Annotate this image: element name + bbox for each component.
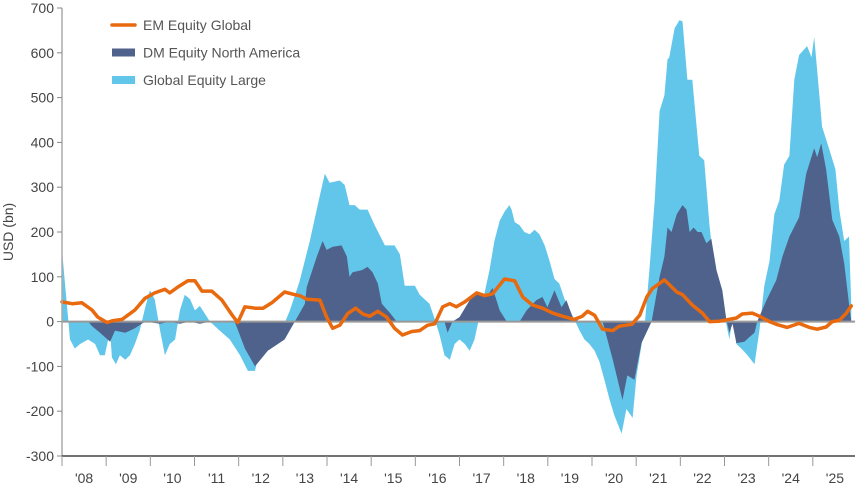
legend-swatch-dm-equity-north-america (112, 48, 135, 57)
legend-label: Global Equity Large (143, 72, 266, 88)
x-tick-label: '19 (561, 470, 579, 486)
y-tick-label: -100 (26, 358, 54, 374)
x-tick-label: '13 (296, 470, 314, 486)
legend-item: Global Equity Large (112, 72, 266, 88)
x-tick-label: '15 (384, 470, 402, 486)
legend-label: DM Equity North America (143, 45, 300, 61)
y-tick-label: -200 (26, 403, 54, 419)
y-tick-label: 300 (31, 179, 55, 195)
y-axis: 700 600 500 400 300 200 100 0 -100 -200 -300 (26, 0, 63, 464)
y-tick-label: 600 (31, 45, 55, 61)
plot-lines (60, 277, 854, 337)
y-tick-label: 400 (31, 134, 55, 150)
x-tick-label: '09 (119, 470, 137, 486)
x-tick-label: '20 (605, 470, 623, 486)
x-tick-label: '17 (472, 470, 490, 486)
legend: EM Equity Global DM Equity North America G… (110, 17, 300, 88)
x-tick-label: '08 (75, 470, 93, 486)
x-tick-label: '16 (428, 470, 446, 486)
y-tick-label: 100 (31, 269, 55, 285)
plot-areas (62, 20, 852, 434)
x-tick-label: '10 (163, 470, 181, 486)
y-tick-label: -300 (26, 448, 54, 464)
legend-swatch-global-equity-large (112, 76, 135, 84)
x-axis: '08 '09 '10 '11 '12 '13 '14 '15 '16 '17 '18 '19 '20 '… (61, 455, 855, 486)
x-tick-label: '25 (826, 470, 844, 486)
y-axis-label: USD (bn) (0, 203, 16, 261)
area-dm-equity-north-america (62, 143, 852, 401)
x-tick-label: '12 (252, 470, 270, 486)
y-tick-label: 200 (31, 224, 55, 240)
line-em-equity-global (60, 277, 854, 337)
legend-label: EM Equity Global (143, 17, 251, 33)
legend-item: EM Equity Global (110, 17, 251, 33)
x-tick-label: '18 (517, 470, 535, 486)
y-tick-label: 700 (31, 0, 55, 16)
x-tick-label: '11 (208, 470, 225, 486)
y-tick-label: 0 (46, 314, 54, 330)
legend-item: DM Equity North America (112, 45, 300, 61)
x-tick-label: '23 (737, 470, 755, 486)
x-tick-label: '22 (693, 470, 711, 486)
y-tick-label: 500 (31, 90, 55, 106)
x-tick-label: '14 (340, 470, 358, 486)
x-tick-label: '21 (649, 470, 667, 486)
x-tick-label: '24 (782, 470, 800, 486)
